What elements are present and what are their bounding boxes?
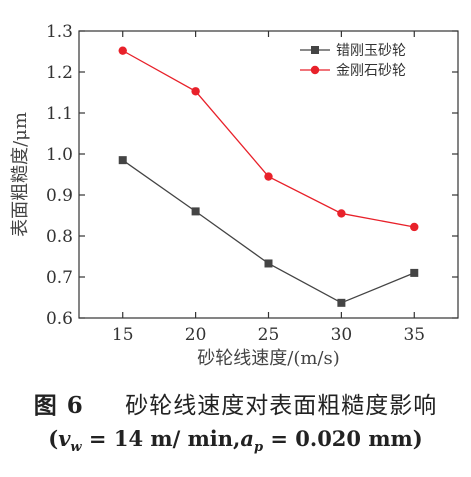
- y-tick-label: 1.1: [46, 104, 73, 124]
- data-point-circle: [337, 209, 346, 218]
- x-tick-label: 30: [331, 325, 353, 345]
- x-tick-label: 25: [258, 325, 280, 345]
- v-subscript: w: [70, 440, 82, 456]
- y-tick-label: 0.8: [46, 227, 73, 247]
- data-point-square: [410, 268, 419, 277]
- y-tick-label: 0.6: [46, 309, 73, 329]
- line-chart: 15 20 25 30 35 0.6 0.7 0.8 0.9 1.0 1.1 1.2 1.3 错刚玉砂轮…: [10, 22, 459, 369]
- data-point-square: [337, 298, 346, 307]
- x-tick-label: 20: [185, 325, 207, 345]
- figure-title: 砂轮线速度对表面粗糙度影响: [125, 393, 438, 419]
- a-value: = 0.020 mm: [263, 426, 413, 451]
- figure-caption-title: 图 6 砂轮线速度对表面粗糙度影响: [0, 386, 471, 420]
- legend-marker-square: [311, 46, 319, 54]
- y-tick-label: 0.7: [46, 268, 73, 288]
- params-close: ): [412, 426, 423, 451]
- y-axis-title: 表面粗糙度/μm: [10, 112, 31, 237]
- params-open: (: [48, 426, 59, 451]
- y-tick-label: 1.0: [46, 145, 73, 165]
- x-axis-title: 砂轮线速度/(m/s): [197, 348, 339, 369]
- v-value: = 14 m/ min,: [81, 426, 241, 451]
- y-tick-label: 1.2: [46, 63, 73, 83]
- data-point-circle: [118, 46, 127, 55]
- x-tick-label: 15: [112, 325, 134, 345]
- data-point-square: [264, 259, 273, 268]
- legend-label: 错刚玉砂轮: [336, 43, 406, 59]
- data-point-square: [118, 156, 127, 165]
- series-2: [118, 46, 419, 232]
- v-symbol: v: [58, 426, 71, 451]
- legend-label: 金刚石砂轮: [336, 63, 406, 79]
- x-tick-label: 35: [403, 325, 425, 345]
- a-symbol: a: [240, 426, 254, 451]
- data-point-circle: [264, 172, 273, 181]
- data-point-circle: [191, 87, 200, 96]
- series-line: [122, 159, 415, 304]
- y-tick-label: 0.9: [46, 186, 73, 206]
- y-tick-label: 1.3: [46, 22, 73, 42]
- figure-number: 图 6: [33, 392, 84, 419]
- figure-caption-params: (vw = 14 m/ min,ap = 0.020 mm): [0, 426, 471, 455]
- chart-area: 15 20 25 30 35 0.6 0.7 0.8 0.9 1.0 1.1 1.2 1.3 错刚玉砂轮…: [10, 22, 459, 369]
- series-layer: [118, 46, 419, 307]
- data-point-circle: [410, 222, 419, 232]
- ticks-layer: 15 20 25 30 35 0.6 0.7 0.8 0.9 1.0 1.1 1.2 1.3: [46, 22, 458, 345]
- a-subscript: p: [253, 440, 264, 456]
- series-1: [118, 156, 419, 307]
- legend-marker-circle: [310, 65, 320, 75]
- data-point-square: [191, 207, 200, 216]
